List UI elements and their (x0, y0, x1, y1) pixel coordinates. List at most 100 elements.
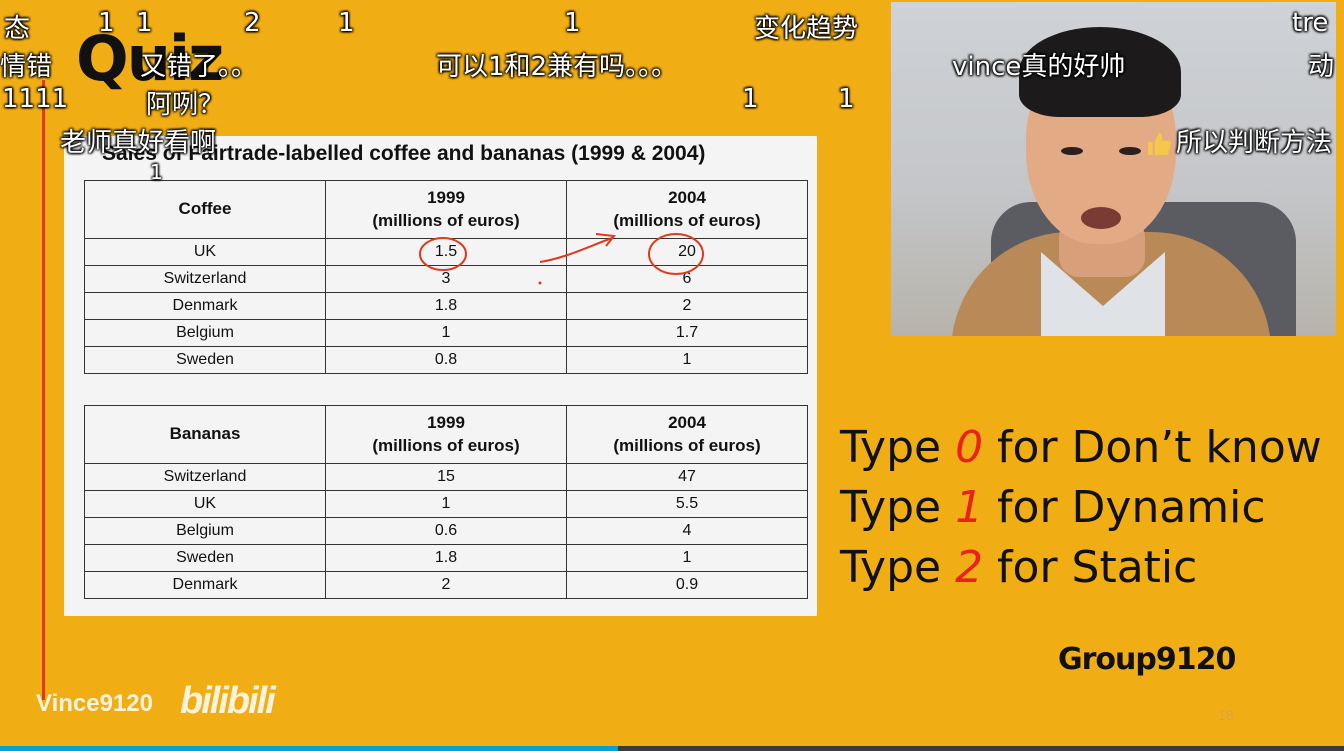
danmaku-comment: 态 (4, 14, 31, 44)
table-row: Sweden 1.8 1 (84, 544, 808, 572)
uploader-watermark: Vince9120 (36, 690, 153, 717)
danmaku-comment: tre (1292, 8, 1329, 38)
table-header-row: Bananas 1999 (millions of euros) 2004 (mil… (84, 405, 808, 464)
table-header-cell: Bananas (84, 405, 326, 464)
left-eye-shape (1061, 147, 1083, 155)
danmaku-comment: 1 (838, 84, 855, 114)
table-cell: 47 (566, 463, 808, 491)
table-row: Sweden 0.8 1 (84, 346, 808, 374)
table-row: Switzerland 3 6 (84, 265, 808, 293)
danmaku-comment: 1 (338, 8, 355, 38)
danmaku-comment: 阿咧？ (146, 90, 225, 120)
table-cell: Belgium (84, 517, 326, 545)
danmaku-comment: 1111 (2, 84, 69, 114)
bilibili-logo: bilibili (180, 680, 276, 722)
table-row: Belgium 0.6 4 (84, 517, 808, 545)
table-row: Denmark 1.8 2 (84, 292, 808, 320)
danmaku-comment: 1 (564, 8, 581, 38)
table-caption: Sales of Fairtrade-labelled coffee and b… (102, 142, 706, 165)
playback-progress-fill (0, 746, 619, 751)
type-line-prefix: Type (840, 422, 956, 473)
danmaku-comment: 又错了。。 (140, 52, 258, 82)
table-cell: Denmark (84, 571, 326, 599)
table-cell: 2 (566, 292, 808, 320)
table-header-cell: Coffee (84, 180, 326, 239)
type-line-1: Type 1 for Dynamic (840, 478, 1322, 538)
danmaku-comment: vince真的好帅 (952, 52, 1126, 82)
table-row: Switzerland 15 47 (84, 463, 808, 491)
table-header-cell: 2004 (millions of euros) (566, 180, 808, 239)
type-line-prefix: Type (840, 482, 956, 533)
table-cell: 3 (325, 265, 567, 293)
table-cell: 5.5 (566, 490, 808, 518)
danmaku-comment: 可以1和2兼有吗。。。 (436, 52, 678, 82)
danmaku-comment: 变化趋势 (754, 14, 859, 44)
type-line-suffix: for Static (983, 542, 1198, 593)
table-cell: 20 (566, 238, 808, 266)
slide-page-number: 18 (1218, 707, 1234, 723)
mouth-shape (1081, 207, 1121, 229)
table-cell: 0.9 (566, 571, 808, 599)
table-header-cell: 1999 (millions of euros) (325, 405, 567, 464)
table-cell: 1 (566, 544, 808, 572)
table-cell: 2 (325, 571, 567, 599)
table-cell: 4 (566, 517, 808, 545)
table-header-cell: 2004 (millions of euros) (566, 405, 808, 464)
slide-title: Quiz (76, 22, 224, 95)
table-cell: 1.8 (325, 544, 567, 572)
group-label: Group9120 (1058, 642, 1236, 677)
type-line-number: 2 (955, 542, 984, 593)
answer-instructions: Type 0 for Don’t know Type 1 for Dynamic… (840, 418, 1322, 598)
type-line-0: Type 0 for Don’t know (840, 418, 1322, 478)
table-cell: Belgium (84, 319, 326, 347)
table-cell: Denmark (84, 292, 326, 320)
danmaku-comment: 情错 (0, 52, 53, 82)
thumbs-up-icon (1148, 132, 1171, 155)
table-row: Belgium 1 1.7 (84, 319, 808, 347)
hair-shape (1019, 27, 1181, 117)
table-row: UK 1.5 20 (84, 238, 808, 266)
bananas-table: Bananas 1999 (millions of euros) 2004 (mil… (84, 405, 808, 599)
table-row: UK 1 5.5 (84, 490, 808, 518)
type-line-number: 0 (955, 422, 984, 473)
vertical-red-line (42, 80, 45, 700)
danmaku-comment: 老师真好看啊 (60, 128, 217, 158)
presenter-webcam (891, 2, 1336, 336)
type-line-number: 1 (955, 482, 984, 533)
type-line-2: Type 2 for Static (840, 538, 1322, 598)
table-cell: UK (84, 238, 326, 266)
type-line-suffix: for Don’t know (983, 422, 1322, 473)
danmaku-comment: 1 (136, 8, 153, 38)
table-cell: 1.7 (566, 319, 808, 347)
table-cell: 1 (566, 346, 808, 374)
table-cell: Sweden (84, 544, 326, 572)
type-line-prefix: Type (840, 542, 956, 593)
table-row: Denmark 2 0.9 (84, 571, 808, 599)
table-panel: Sales of Fairtrade-labelled coffee and b… (64, 136, 817, 616)
playback-progress-bar[interactable] (0, 746, 1344, 751)
table-cell: Switzerland (84, 463, 326, 491)
table-cell: 0.6 (325, 517, 567, 545)
danmaku-comment-with-like: 所以判断方法 (1146, 122, 1332, 159)
danmaku-comment: 所以判断方法 (1176, 128, 1333, 158)
danmaku-comment: 2 (244, 8, 261, 38)
table-cell: Sweden (84, 346, 326, 374)
table-cell: 15 (325, 463, 567, 491)
table-cell: 6 (566, 265, 808, 293)
table-cell: 1 (325, 319, 567, 347)
type-line-suffix: for Dynamic (983, 482, 1266, 533)
coffee-table: Coffee 1999 (millions of euros) 2004 (mill… (84, 180, 808, 374)
danmaku-comment: 1 (742, 84, 759, 114)
table-cell: 1.5 (325, 238, 567, 266)
table-header-row: Coffee 1999 (millions of euros) 2004 (mill… (84, 180, 808, 239)
table-cell: 1 (325, 490, 567, 518)
table-header-cell: 1999 (millions of euros) (325, 180, 567, 239)
danmaku-comment: 1 (150, 160, 163, 184)
table-cell: UK (84, 490, 326, 518)
right-eye-shape (1119, 147, 1141, 155)
table-cell: 0.8 (325, 346, 567, 374)
table-cell: 1.8 (325, 292, 567, 320)
danmaku-comment: 动 (1308, 52, 1335, 82)
table-cell: Switzerland (84, 265, 326, 293)
